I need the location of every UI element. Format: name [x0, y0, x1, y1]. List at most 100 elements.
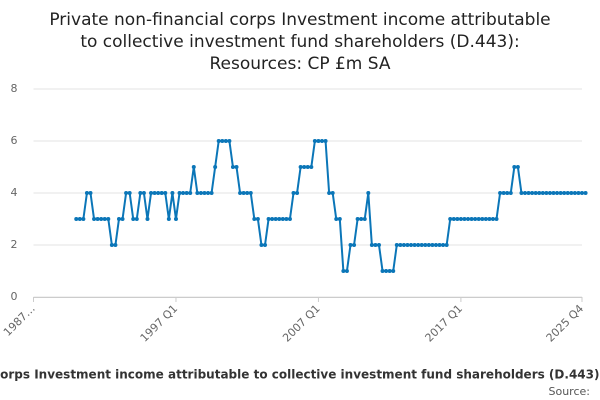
point: [430, 243, 435, 247]
point: [319, 139, 324, 143]
point: [198, 191, 203, 195]
point: [558, 191, 563, 195]
point: [476, 217, 481, 221]
point: [92, 217, 97, 221]
point: [113, 243, 118, 247]
point: [77, 217, 82, 221]
legend-entry: Private non-financial corps Investment i…: [0, 368, 600, 382]
point: [547, 191, 552, 195]
point: [266, 217, 271, 221]
point: [423, 243, 428, 247]
point: [259, 243, 264, 247]
point: [458, 217, 463, 221]
point: [234, 165, 239, 169]
point: [580, 191, 584, 195]
line: [76, 140, 586, 272]
point: [405, 243, 410, 247]
point: [166, 217, 171, 221]
y-tick-label: 4: [11, 186, 18, 199]
point: [401, 243, 406, 247]
point: [245, 191, 250, 195]
point: [230, 165, 235, 169]
point: [173, 217, 178, 221]
point: [505, 191, 510, 195]
point: [448, 217, 453, 221]
point: [373, 243, 378, 247]
point: [81, 217, 86, 221]
point: [433, 243, 438, 247]
x-tick-label: 2017 Q1: [423, 302, 466, 345]
y-tick-label: 0: [11, 290, 18, 303]
point: [323, 139, 328, 143]
point: [341, 269, 346, 273]
point: [327, 191, 332, 195]
point: [480, 217, 485, 221]
point: [177, 191, 182, 195]
point: [102, 217, 107, 221]
point: [74, 217, 79, 221]
point: [583, 191, 588, 195]
point: [334, 217, 339, 221]
chart-title: Private non-financial corps Investment i…: [49, 10, 550, 30]
point: [344, 269, 349, 273]
point: [109, 243, 114, 247]
point: [291, 191, 296, 195]
point: [501, 191, 506, 195]
point: [515, 165, 520, 169]
point: [394, 243, 399, 247]
point: [352, 243, 357, 247]
x-tick-label: 1997 Q1: [138, 302, 181, 345]
point: [337, 217, 342, 221]
point: [220, 139, 225, 143]
point: [191, 165, 196, 169]
x-tick-label: 2007 Q1: [280, 302, 323, 345]
point: [426, 243, 431, 247]
point: [387, 269, 392, 273]
point: [551, 191, 556, 195]
point: [209, 191, 214, 195]
point: [302, 165, 307, 169]
point: [494, 217, 499, 221]
point: [523, 191, 528, 195]
point: [330, 191, 335, 195]
point: [170, 191, 175, 195]
point: [537, 191, 542, 195]
point: [398, 243, 403, 247]
point: [241, 191, 246, 195]
point: [84, 191, 89, 195]
point: [369, 243, 374, 247]
point: [348, 243, 353, 247]
point: [188, 191, 193, 195]
point: [412, 243, 417, 247]
point: [555, 191, 560, 195]
point: [309, 165, 314, 169]
point: [252, 217, 257, 221]
point: [316, 139, 321, 143]
point: [540, 191, 545, 195]
point: [223, 139, 228, 143]
point: [184, 191, 189, 195]
point: [145, 217, 150, 221]
point: [366, 191, 371, 195]
point: [466, 217, 471, 221]
point: [159, 191, 164, 195]
point: [195, 191, 200, 195]
point: [149, 191, 154, 195]
point: [277, 217, 282, 221]
point: [569, 191, 574, 195]
point: [512, 165, 517, 169]
point: [441, 243, 446, 247]
point: [280, 217, 285, 221]
source: Source:: [549, 385, 591, 398]
point: [355, 217, 360, 221]
point: [263, 243, 268, 247]
point: [469, 217, 474, 221]
point: [227, 139, 232, 143]
point: [131, 217, 136, 221]
point: [565, 191, 570, 195]
point: [416, 243, 421, 247]
point: [312, 139, 317, 143]
y-tick-label: 2: [11, 238, 18, 251]
point: [384, 269, 389, 273]
chart-title: to collective investment fund shareholde…: [80, 32, 519, 52]
